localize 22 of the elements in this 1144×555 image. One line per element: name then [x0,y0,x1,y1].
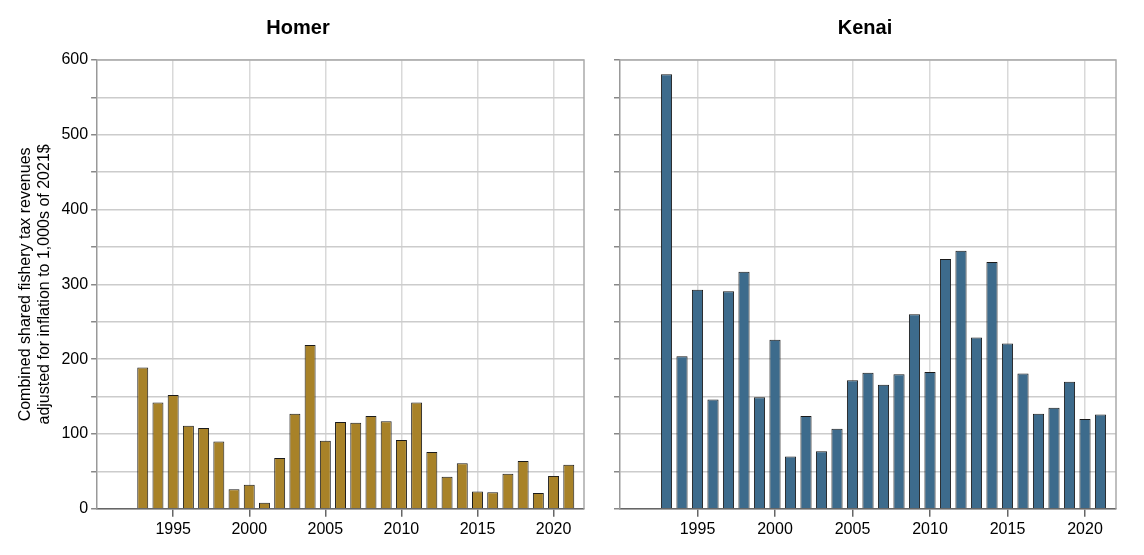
x-tick-label: 2010 [912,519,948,537]
y-axis-title: Combined shared fishery tax revenues adjusted for inflation to 1,000s of 2021$ [16,144,53,425]
x-tick-label: 2005 [307,519,344,537]
x-tick-label: 2015 [989,519,1026,537]
x-tick-label: 2000 [757,519,793,537]
y-tick-label: 400 [61,200,89,218]
chart-title: Homer [266,15,330,38]
chart-title: Kenai [837,15,893,38]
y-tick-label: 200 [61,349,89,367]
x-tick-label: 2015 [459,519,496,537]
y-tick-label: 0 [79,499,89,517]
x-tick-label: 2020 [1067,519,1103,537]
y-tick-label: 600 [61,50,89,68]
x-tick-label: 1995 [679,519,716,537]
y-tick-label: 300 [61,274,89,292]
x-tick-label: 2010 [383,519,420,537]
x-tick-label: 2020 [535,519,572,537]
y-tick-label: 500 [61,125,89,143]
x-tick-label: 2000 [231,519,268,537]
x-tick-label: 2005 [834,519,871,537]
y-tick-label: 100 [61,424,89,442]
x-tick-label: 1995 [155,519,192,537]
